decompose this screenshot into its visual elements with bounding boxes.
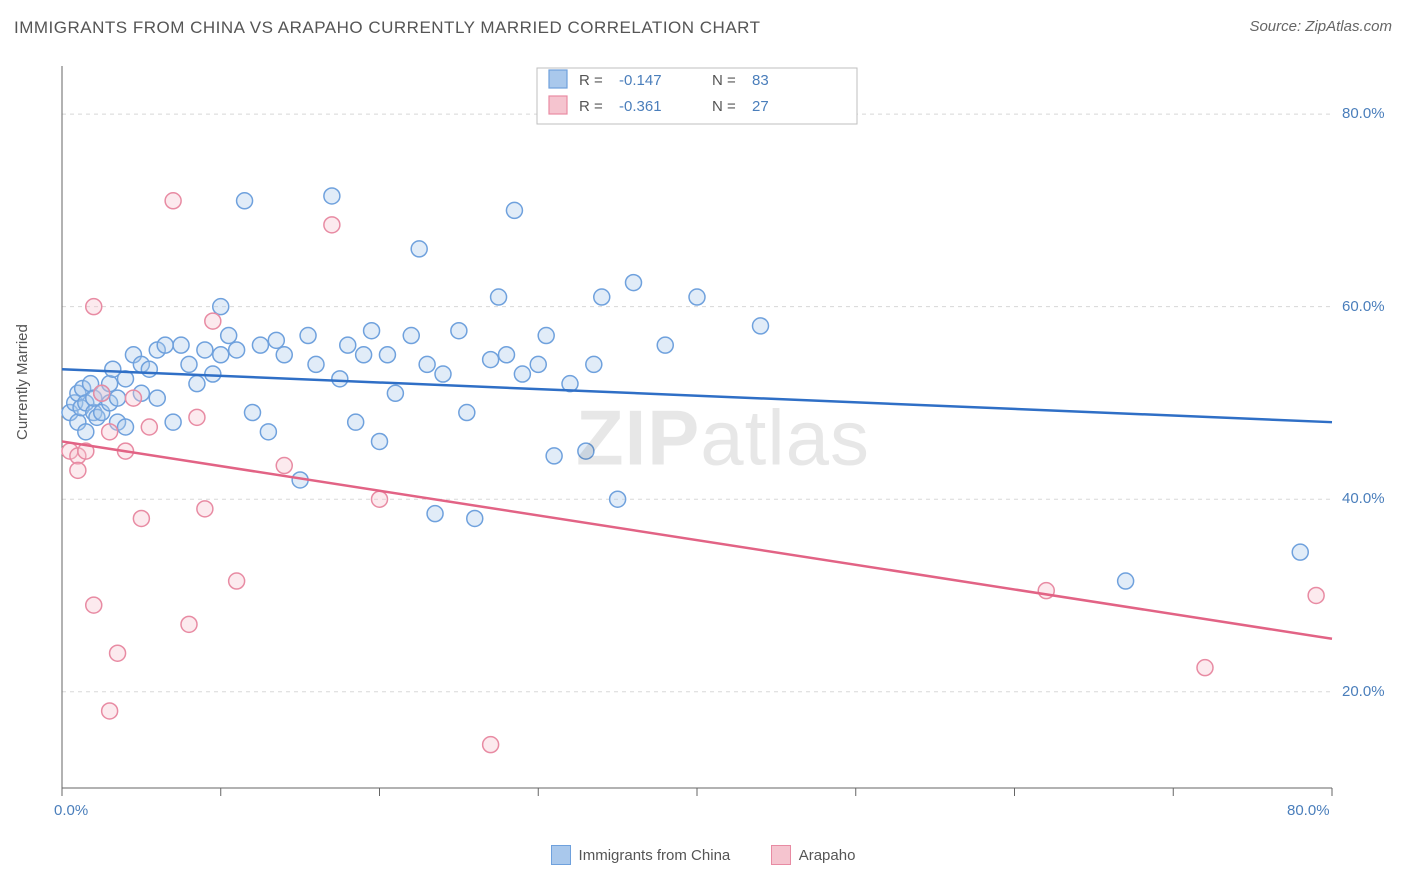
chart-header: IMMIGRANTS FROM CHINA VS ARAPAHO CURRENT… [14, 18, 1392, 48]
legend-label: Arapaho [799, 847, 856, 864]
bottom-legend: Immigrants from China Arapaho [0, 845, 1406, 870]
svg-text:N =: N = [712, 72, 736, 89]
plot-area: R =-0.147N =83R =-0.361N =27 ZIPatlas [54, 58, 1392, 818]
svg-text:83: 83 [752, 72, 769, 89]
svg-text:-0.361: -0.361 [619, 98, 662, 115]
legend-item-series-0: Immigrants from China [551, 845, 731, 865]
legend-item-series-1: Arapaho [771, 845, 856, 865]
scatter-plot-svg: R = -0.147 N = 83 R = -0.361 N = 27 [54, 58, 1392, 818]
legend-swatch-icon [771, 845, 791, 865]
x-tick-label: 0.0% [54, 802, 88, 819]
svg-text:R =: R = [579, 72, 603, 89]
svg-text:27: 27 [752, 98, 769, 115]
chart-title: IMMIGRANTS FROM CHINA VS ARAPAHO CURRENT… [14, 18, 761, 37]
chart-source: Source: ZipAtlas.com [1249, 18, 1392, 35]
legend-label: Immigrants from China [579, 847, 731, 864]
y-tick-label: 80.0% [1342, 105, 1385, 122]
x-tick-label: 80.0% [1287, 802, 1330, 819]
y-axis-label: Currently Married [14, 324, 31, 440]
y-tick-label: 20.0% [1342, 683, 1385, 700]
y-tick-label: 40.0% [1342, 490, 1385, 507]
legend-swatch-icon [551, 845, 571, 865]
svg-text:N =: N = [712, 98, 736, 115]
svg-text:R =: R = [579, 98, 603, 115]
svg-text:-0.147: -0.147 [619, 72, 662, 89]
y-tick-label: 60.0% [1342, 298, 1385, 315]
